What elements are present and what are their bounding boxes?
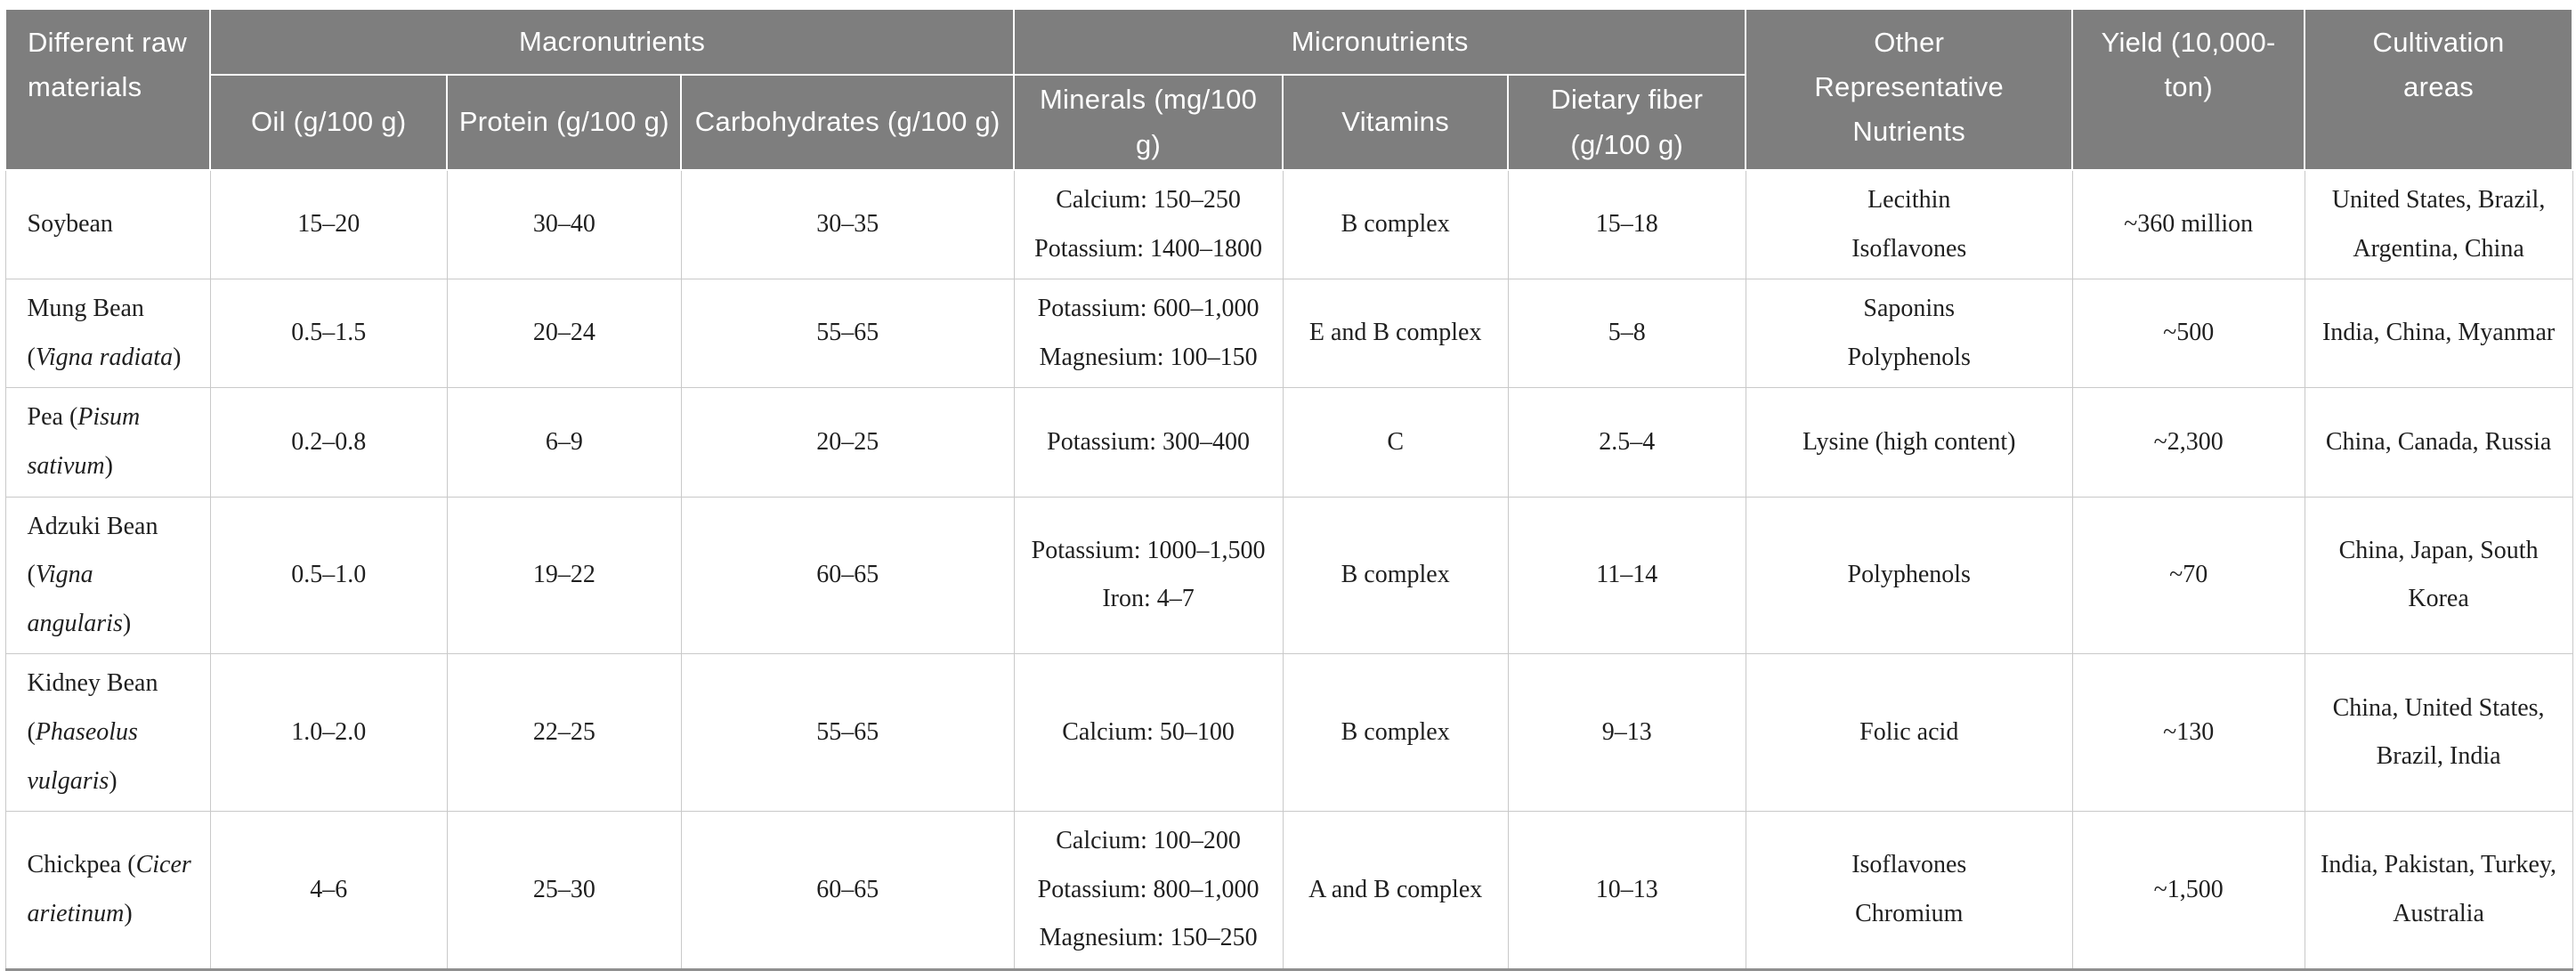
vitamins-cell: A and B complex (1282, 811, 1509, 970)
minerals-cell: Calcium: 50–100 (1013, 653, 1284, 813)
other-nutrients-cell: Folic acid (1745, 653, 2073, 813)
oil-cell: 4–6 (209, 811, 448, 970)
table-row-kidney-bean: Kidney Bean (Phaseolus vulgaris) 1.0–2.0… (4, 653, 2573, 813)
vitamins-cell: C (1282, 387, 1509, 498)
carbohydrates-cell: 55–65 (680, 653, 1015, 813)
yield-cell: ~130 (2071, 653, 2305, 813)
header-dietary-fiber: Dietary fiber (g/100 g) (1507, 74, 1747, 171)
fiber-cell: 9–13 (1507, 653, 1746, 813)
minerals-cell: Potassium: 600–1,000 Magnesium: 100–150 (1013, 279, 1284, 389)
header-macronutrients: Macronutrients (209, 8, 1016, 76)
yield-cell: ~2,300 (2071, 387, 2305, 498)
minerals-cell: Calcium: 100–200 Potassium: 800–1,000 Magn… (1013, 811, 1284, 970)
header-micronutrients: Micronutrients (1013, 8, 1747, 76)
areas-cell: India, China, Myanmar (2304, 279, 2573, 389)
areas-cell: China, Canada, Russia (2304, 387, 2573, 498)
raw-material-cell: Pea (Pisum sativum) (4, 387, 211, 498)
oil-cell: 0.5–1.5 (209, 279, 448, 389)
nutrients-table: Different raw materials Macronutrients M… (4, 8, 2573, 971)
header-other-nutrients: Other Representative Nutrients (1745, 8, 2074, 171)
minerals-cell: Potassium: 1000–1,500 Iron: 4–7 (1013, 496, 1284, 655)
vitamins-cell: B complex (1282, 496, 1509, 655)
carbohydrates-cell: 55–65 (680, 279, 1015, 389)
fiber-cell: 15–18 (1507, 169, 1746, 280)
carbohydrates-cell: 60–65 (680, 496, 1015, 655)
vitamins-cell: B complex (1282, 169, 1509, 280)
carbohydrates-cell: 20–25 (680, 387, 1015, 498)
header-protein: Protein (g/100 g) (446, 74, 683, 171)
header-yield: Yield (10,000-ton) (2071, 8, 2306, 171)
protein-cell: 19–22 (446, 496, 682, 655)
nutrients-table-container: Different raw materials Macronutrients M… (4, 8, 2573, 971)
fiber-cell: 10–13 (1507, 811, 1746, 970)
protein-cell: 6–9 (446, 387, 682, 498)
vitamins-cell: B complex (1282, 653, 1509, 813)
table-row-chickpea: Chickpea (Cicer arietinum) 4–6 25–30 60–… (4, 811, 2573, 970)
oil-cell: 0.2–0.8 (209, 387, 448, 498)
protein-cell: 30–40 (446, 169, 682, 280)
header-row-groups: Different raw materials Macronutrients M… (4, 8, 2573, 171)
table-row-adzuki-bean: Adzuki Bean (Vigna angularis) 0.5–1.0 19… (4, 496, 2573, 655)
header-different-raw-materials: Different raw materials (4, 8, 212, 171)
raw-material-cell: Chickpea (Cicer arietinum) (4, 811, 211, 970)
table-row-mung-bean: Mung Bean (Vigna radiata) 0.5–1.5 20–24 … (4, 279, 2573, 389)
areas-cell: China, Japan, South Korea (2304, 496, 2573, 655)
other-nutrients-cell: Saponins Polyphenols (1745, 279, 2073, 389)
carbohydrates-cell: 60–65 (680, 811, 1015, 970)
yield-cell: ~360 million (2071, 169, 2305, 280)
table-row-pea: Pea (Pisum sativum) 0.2–0.8 6–9 20–25 Po… (4, 387, 2573, 498)
other-nutrients-cell: Polyphenols (1745, 496, 2073, 655)
minerals-cell: Calcium: 150–250 Potassium: 1400–1800 (1013, 169, 1284, 280)
areas-cell: India, Pakistan, Turkey, Australia (2304, 811, 2573, 970)
areas-cell: China, United States, Brazil, India (2304, 653, 2573, 813)
yield-cell: ~1,500 (2071, 811, 2305, 970)
fiber-cell: 11–14 (1507, 496, 1746, 655)
protein-cell: 22–25 (446, 653, 682, 813)
raw-material-cell: Mung Bean (Vigna radiata) (4, 279, 211, 389)
yield-cell: ~500 (2071, 279, 2305, 389)
header-carbohydrates: Carbohydrates (g/100 g) (680, 74, 1016, 171)
other-nutrients-cell: Isoflavones Chromium (1745, 811, 2073, 970)
raw-material-cell: Soybean (4, 169, 211, 280)
areas-cell: United States, Brazil, Argentina, China (2304, 169, 2573, 280)
fiber-cell: 2.5–4 (1507, 387, 1746, 498)
oil-cell: 15–20 (209, 169, 448, 280)
carbohydrates-cell: 30–35 (680, 169, 1015, 280)
minerals-cell: Potassium: 300–400 (1013, 387, 1284, 498)
header-minerals: Minerals (mg/100 g) (1013, 74, 1284, 171)
header-vitamins: Vitamins (1282, 74, 1510, 171)
protein-cell: 25–30 (446, 811, 682, 970)
oil-cell: 0.5–1.0 (209, 496, 448, 655)
fiber-cell: 5–8 (1507, 279, 1746, 389)
yield-cell: ~70 (2071, 496, 2305, 655)
raw-material-cell: Kidney Bean (Phaseolus vulgaris) (4, 653, 211, 813)
oil-cell: 1.0–2.0 (209, 653, 448, 813)
other-nutrients-cell: Lysine (high content) (1745, 387, 2073, 498)
header-row-subcolumns: Oil (g/100 g) Protein (g/100 g) Carbohyd… (5, 74, 2572, 171)
other-nutrients-cell: Lecithin Isoflavones (1745, 169, 2073, 280)
protein-cell: 20–24 (446, 279, 682, 389)
table-row-soybean: Soybean 15–20 30–40 30–35 Calcium: 150–2… (4, 169, 2573, 280)
header-oil: Oil (g/100 g) (209, 74, 449, 171)
raw-material-cell: Adzuki Bean (Vigna angularis) (4, 496, 211, 655)
vitamins-cell: E and B complex (1282, 279, 1509, 389)
header-cultivation-areas: Cultivation areas (2304, 8, 2573, 171)
